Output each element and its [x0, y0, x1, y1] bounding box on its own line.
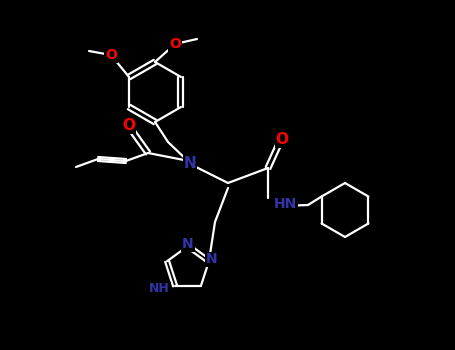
Text: O: O [169, 37, 181, 51]
Text: HN: HN [274, 197, 297, 211]
Text: O: O [122, 119, 136, 133]
Text: O: O [105, 48, 117, 62]
Text: NH: NH [149, 282, 170, 295]
Text: N: N [206, 252, 218, 266]
Text: N: N [182, 237, 194, 251]
Text: N: N [184, 155, 197, 170]
Text: O: O [275, 133, 288, 147]
